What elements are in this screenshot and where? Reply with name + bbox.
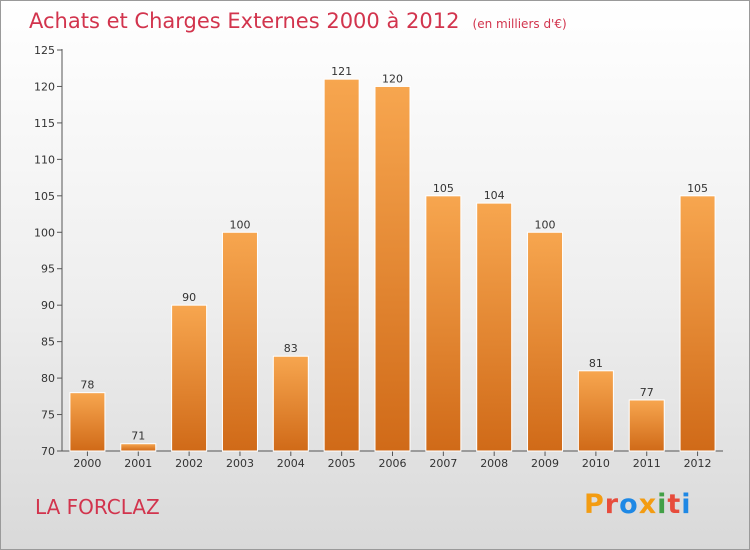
- x-tick-label: 2009: [531, 457, 559, 470]
- x-tick-label: 2000: [73, 457, 101, 470]
- bar-2005: [323, 78, 360, 452]
- data-label-2006: 120: [382, 72, 403, 85]
- y-tick-label: 120: [34, 80, 55, 93]
- data-label-2005: 121: [331, 65, 352, 78]
- bar-2002: [171, 304, 208, 452]
- logo-letter: o: [619, 489, 639, 520]
- bars: 78 71 90 100 83 121 120 105 104 100 81 77 105: [69, 65, 716, 452]
- data-label-2004: 83: [284, 342, 298, 355]
- data-label-2012: 105: [687, 182, 708, 195]
- bar-2001: [120, 443, 157, 452]
- proxiti-logo: Proxiti: [584, 489, 692, 520]
- chart-subtitle: (en milliers d'€): [472, 17, 567, 31]
- x-tick-label: 2001: [124, 457, 152, 470]
- y-axis: 70 75 80 85 90 95 100 105 110 115 120 125: [34, 44, 63, 458]
- x-tick-label: 2010: [582, 457, 610, 470]
- logo-letter: x: [638, 489, 658, 520]
- data-label-2007: 105: [433, 182, 454, 195]
- bar-2009: [527, 231, 564, 452]
- bar-2012: [679, 195, 716, 452]
- bar-2004: [272, 355, 309, 452]
- data-label-2008: 104: [484, 189, 505, 202]
- x-tick-label: 2005: [328, 457, 356, 470]
- data-label-2001: 71: [131, 430, 145, 443]
- x-tick-label: 2003: [226, 457, 254, 470]
- x-tick-label: 2011: [633, 457, 661, 470]
- data-label-2000: 78: [80, 379, 94, 392]
- data-label-2003: 100: [229, 218, 250, 231]
- logo-letter: t: [667, 489, 682, 520]
- bar-2010: [577, 370, 614, 452]
- bar-2003: [221, 231, 258, 452]
- y-tick-label: 100: [34, 226, 55, 239]
- y-tick-label: 125: [34, 44, 55, 57]
- location-label: LA FORCLAZ: [35, 495, 160, 519]
- x-axis: 2000 2001 2002 2003 2004 2005 2006 2007 2008 2009…: [62, 450, 723, 470]
- y-tick-label: 105: [34, 190, 55, 203]
- x-tick-label: 2012: [684, 457, 712, 470]
- y-tick-label: 115: [34, 117, 55, 130]
- logo-letter: r: [604, 489, 620, 520]
- y-tick-label: 75: [41, 409, 55, 422]
- bar-2007: [425, 195, 462, 452]
- logo-letter: i: [657, 489, 668, 520]
- y-tick-label: 80: [41, 372, 55, 385]
- y-tick-label: 95: [41, 263, 55, 276]
- chart-title: Achats et Charges Externes 2000 à 2012: [29, 9, 460, 33]
- y-tick-label: 85: [41, 336, 55, 349]
- logo-letter: i: [681, 489, 692, 520]
- x-tick-label: 2006: [379, 457, 407, 470]
- bar-2000: [69, 392, 106, 452]
- data-label-2002: 90: [182, 291, 196, 304]
- x-tick-label: 2008: [480, 457, 508, 470]
- x-tick-label: 2007: [429, 457, 457, 470]
- data-label-2009: 100: [535, 218, 556, 231]
- data-label-2011: 77: [640, 386, 654, 399]
- y-tick-label: 90: [41, 299, 55, 312]
- bar-2006: [374, 85, 411, 452]
- y-tick-label: 70: [41, 445, 55, 458]
- title-row: Achats et Charges Externes 2000 à 2012 (…: [29, 9, 567, 33]
- y-tick-label: 110: [34, 153, 55, 166]
- x-tick-label: 2002: [175, 457, 203, 470]
- bar-2008: [476, 202, 513, 452]
- x-tick-label: 2004: [277, 457, 305, 470]
- bar-2011: [628, 399, 665, 452]
- data-label-2010: 81: [589, 357, 603, 370]
- logo-letter: P: [584, 489, 605, 520]
